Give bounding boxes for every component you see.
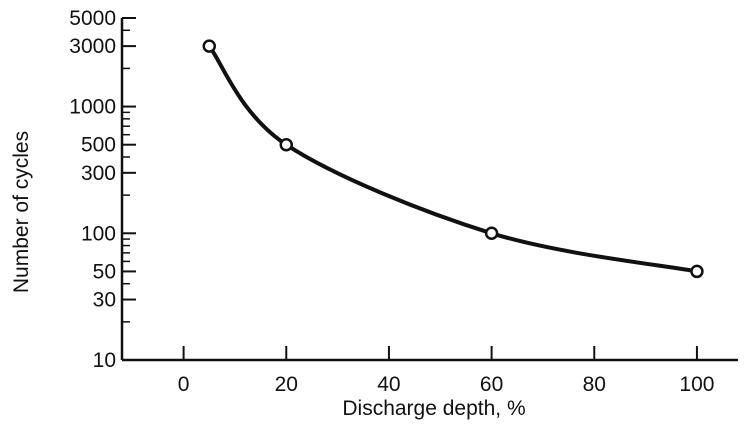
axes-layer: [120, 18, 738, 362]
x-tick-label: 100: [679, 373, 714, 396]
x-tick-label: 60: [480, 373, 503, 396]
data-point: [279, 137, 294, 152]
y-tick-label: 300: [81, 162, 116, 185]
y-axis-title: Number of cycles: [10, 131, 33, 293]
y-tick-label: 50: [93, 260, 116, 283]
y-tick-label: 100: [81, 222, 116, 245]
data-point: [484, 226, 499, 241]
x-axis-title: Discharge depth, %: [342, 397, 525, 420]
x-tick-label: 0: [178, 373, 190, 396]
y-tick-label: 30: [93, 289, 116, 312]
series-layer: [202, 39, 704, 279]
series-line: [207, 44, 699, 274]
tick-layer: 10 30 50 100 300 500 1000 3000 5000 0 20 40 60 80 100: [69, 7, 714, 396]
data-point: [690, 264, 704, 279]
y-tick-label: 1000: [69, 96, 116, 119]
y-tick-label: 3000: [69, 35, 116, 58]
y-tick-label: 10: [93, 349, 116, 372]
x-tick-label: 20: [275, 373, 298, 396]
y-tick-label: 5000: [69, 7, 116, 30]
data-point: [202, 39, 217, 53]
y-tick-label: 500: [81, 134, 116, 157]
x-tick-label: 80: [583, 373, 606, 396]
x-tick-label: 40: [377, 373, 400, 396]
